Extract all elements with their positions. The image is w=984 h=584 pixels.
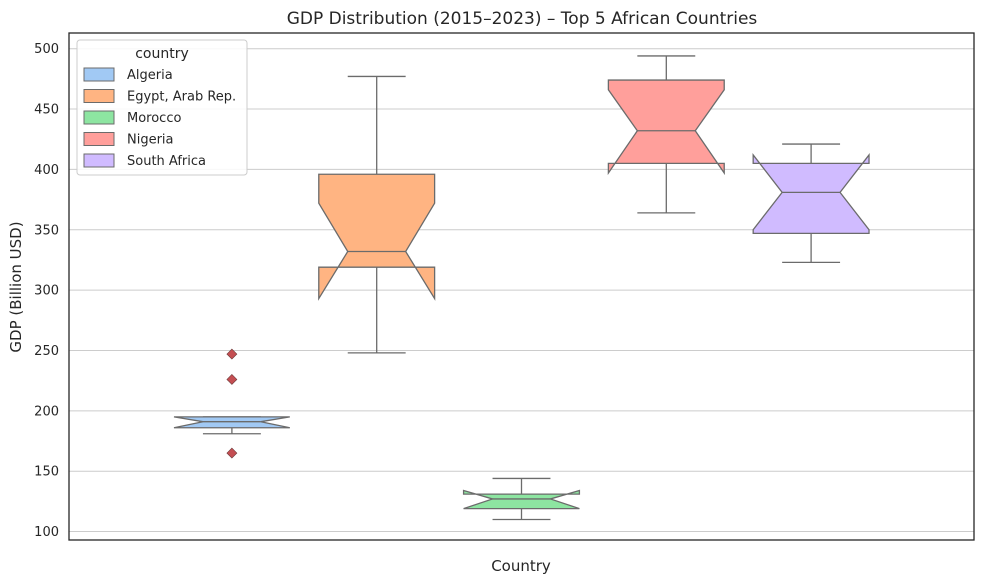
legend-item-label: Algeria (127, 68, 173, 83)
y-tick-label: 350 (34, 223, 59, 238)
legend-item-label: Nigeria (127, 133, 174, 148)
legend-title: country (135, 46, 189, 62)
y-tick-label: 400 (34, 163, 59, 178)
box-plots (173, 55, 870, 521)
y-tick-label: 250 (34, 344, 59, 359)
chart-title: GDP Distribution (2015–2023) – Top 5 Afr… (287, 9, 758, 29)
box-south-africa (752, 143, 870, 264)
box-body (752, 153, 870, 235)
legend-swatch (83, 89, 115, 103)
legend-item-label: South Africa (127, 154, 206, 169)
box-nigeria (607, 55, 725, 214)
y-tick-label: 200 (34, 404, 59, 419)
legend-frame (76, 39, 248, 176)
plot-frame (68, 32, 975, 541)
legend-items: Algeria Egypt, Arab Rep. Morocco Nigeria Sou… (83, 67, 236, 169)
outlier-point (226, 447, 238, 459)
y-tick-label: 100 (34, 525, 59, 540)
legend: country Algeria Egypt, Arab Rep. Morocco Ni… (76, 39, 248, 176)
legend-swatch (83, 67, 115, 82)
legend-item-label: Morocco (127, 111, 181, 126)
legend-swatch (83, 153, 115, 168)
y-tick-label: 500 (34, 42, 59, 57)
y-ticks: 100 150 200 250 300 350 400 450 500 (34, 42, 59, 540)
y-tick-label: 300 (34, 284, 59, 299)
y-tick-label: 150 (34, 465, 59, 480)
y-tick-label: 450 (34, 103, 59, 118)
y-axis-label: GDP (Billion USD) (7, 221, 25, 352)
legend-swatch (83, 110, 115, 125)
outlier-point (226, 374, 238, 385)
box-algeria (173, 348, 290, 459)
box-morocco (462, 477, 581, 521)
legend-item-label: Egypt, Arab Rep. (127, 90, 236, 105)
x-axis-label: Country (491, 557, 551, 575)
box-egypt-arab-rep (318, 75, 436, 354)
outlier-point (226, 348, 238, 360)
box-body (607, 79, 725, 176)
legend-swatch (83, 132, 115, 146)
box-body (318, 173, 436, 301)
